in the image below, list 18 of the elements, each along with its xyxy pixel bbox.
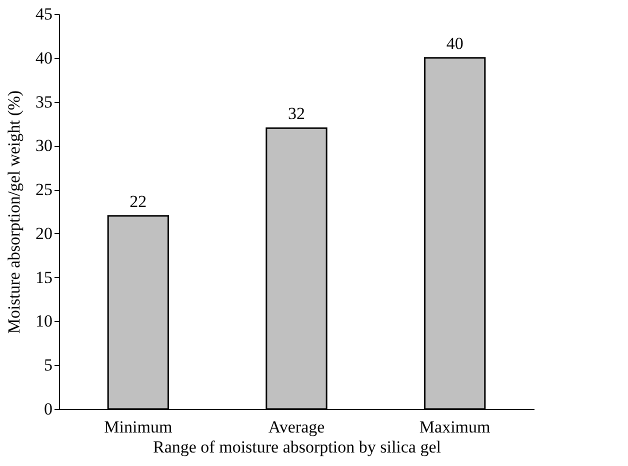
y-tick-label: 10 <box>36 312 52 331</box>
y-tick-label: 20 <box>36 224 52 243</box>
x-tick-label: Maximum <box>419 418 490 436</box>
y-tick-label: 0 <box>44 400 52 418</box>
y-tick-label: 25 <box>36 180 52 200</box>
data-label: 22 <box>130 192 147 211</box>
data-label: 32 <box>288 104 305 124</box>
y-axis-title: Moisture absorption/gel weight (%) <box>4 90 24 334</box>
y-tick-label: 15 <box>36 268 52 287</box>
y-tick-label: 5 <box>44 356 52 375</box>
x-axis-title: Range of moisture absorption by silica gel <box>153 438 442 456</box>
x-tick-label: Average <box>268 418 325 436</box>
y-tick-label: 45 <box>36 4 52 24</box>
y-tick-label: 35 <box>36 92 52 112</box>
x-tick-label: Minimum <box>104 418 172 436</box>
data-label: 40 <box>446 34 464 53</box>
y-tick-label: 30 <box>36 136 52 156</box>
y-tick-label: 40 <box>36 48 52 68</box>
